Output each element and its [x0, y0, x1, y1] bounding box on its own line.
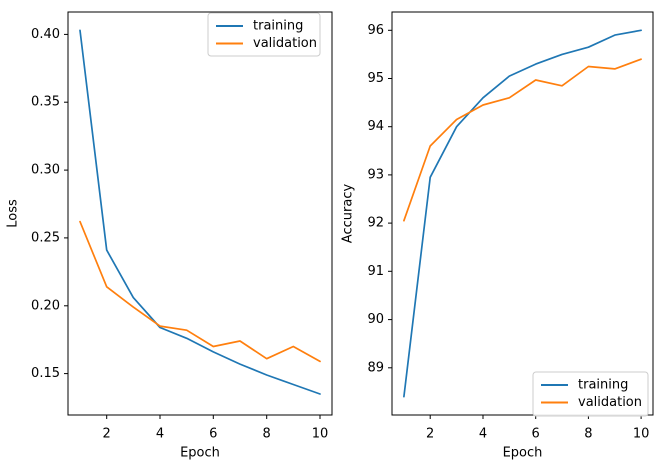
legend-label-validation: validation — [253, 36, 317, 51]
y-tick-label: 0.20 — [31, 298, 60, 313]
legend: training validation — [207, 12, 321, 57]
validation-line — [79, 220, 321, 363]
y-tick-label: 95 — [367, 71, 384, 86]
legend-label-training: training — [578, 378, 628, 393]
y-tick-label: 94 — [367, 119, 384, 134]
x-tick-label: 4 — [156, 427, 164, 442]
x-tick-label: 8 — [263, 427, 271, 442]
y-tick-label: 90 — [367, 312, 384, 327]
y-tick-label: 0.30 — [31, 163, 60, 178]
y-tick-label: 96 — [367, 23, 384, 38]
x-tick-label: 10 — [633, 427, 650, 442]
axes-frame — [67, 11, 333, 416]
y-axis-label: Loss — [6, 199, 21, 228]
loss-chart: 2 4 6 8 10 0.15 0.20 0.25 0.30 0.35 0.40 Epoch Loss t… — [6, 11, 333, 461]
validation-line — [403, 58, 642, 222]
legend-box — [207, 12, 321, 57]
y-axis-label: Accuracy — [341, 184, 356, 244]
y-tick-label: 0.25 — [31, 230, 60, 245]
x-tick-label: 6 — [209, 427, 217, 442]
training-line — [79, 29, 321, 395]
y-tick-label: 0.15 — [31, 366, 60, 381]
x-tick-label: 2 — [103, 427, 111, 442]
x-tick-label: 10 — [312, 427, 329, 442]
legend-label-validation: validation — [578, 395, 642, 410]
y-tick-label: 0.35 — [31, 95, 60, 110]
y-tick-label: 89 — [367, 360, 384, 375]
y-tick-label: 93 — [367, 167, 384, 182]
legend: training validation — [532, 371, 649, 417]
x-axis-label: Epoch — [503, 446, 543, 461]
accuracy-chart: 2 4 6 8 10 89 90 91 92 93 94 95 96 Epoch Accuracy train… — [341, 11, 654, 461]
x-tick-label: 6 — [532, 427, 540, 442]
legend-label-training: training — [253, 19, 303, 34]
y-tick-label: 91 — [367, 264, 384, 279]
training-line — [403, 29, 642, 398]
y-tick-label: 92 — [367, 216, 384, 231]
x-axis-label: Epoch — [180, 446, 220, 461]
legend-box — [532, 371, 649, 417]
x-tick-label: 8 — [584, 427, 592, 442]
x-tick-label: 4 — [479, 427, 487, 442]
x-tick-label: 2 — [426, 427, 434, 442]
axes-frame — [391, 11, 654, 416]
y-tick-label: 0.40 — [31, 27, 60, 42]
